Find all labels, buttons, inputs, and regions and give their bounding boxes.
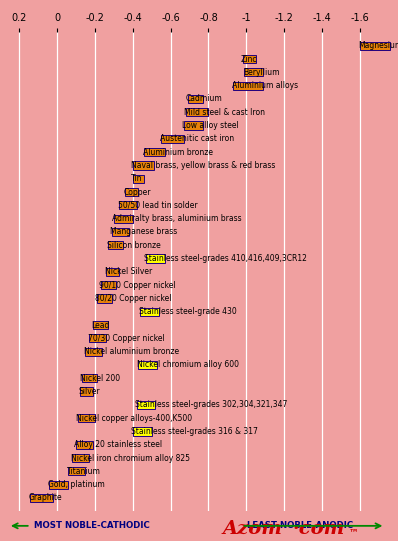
Text: Graphite: Graphite (29, 493, 62, 503)
Text: Alloy 20 stainless steel: Alloy 20 stainless steel (74, 440, 162, 449)
Bar (161, 135, 184, 143)
Bar (97, 294, 112, 302)
Text: MOST NOBLE-CATHODIC: MOST NOBLE-CATHODIC (34, 522, 150, 530)
Bar (68, 467, 86, 476)
Bar (137, 401, 156, 409)
Bar (101, 281, 116, 289)
Text: Manganese brass: Manganese brass (110, 227, 178, 236)
Text: Stainless steel-grades 410,416,409,3CR12: Stainless steel-grades 410,416,409,3CR12 (144, 254, 307, 263)
Bar (31, 494, 53, 502)
Text: Nickel Silver: Nickel Silver (105, 267, 152, 276)
Text: Nickel aluminium bronze: Nickel aluminium bronze (84, 347, 179, 356)
Bar (140, 308, 159, 316)
Text: Aluminium alloys: Aluminium alloys (232, 81, 298, 90)
Bar (86, 347, 102, 356)
Bar (139, 361, 157, 369)
Bar (82, 374, 97, 382)
Text: Magnesium: Magnesium (359, 41, 398, 50)
Bar (133, 161, 154, 169)
Bar (72, 454, 89, 462)
Bar (360, 42, 390, 50)
Text: Lead: Lead (92, 321, 110, 329)
Bar (80, 387, 93, 395)
Text: Low alloy steel: Low alloy steel (182, 121, 239, 130)
Text: Beryllium: Beryllium (243, 68, 279, 77)
Bar (78, 414, 95, 423)
Text: 80/20 Copper nickel: 80/20 Copper nickel (95, 294, 172, 303)
Bar (112, 228, 129, 236)
Bar (76, 440, 93, 449)
Text: Silicon bronze: Silicon bronze (107, 241, 160, 250)
Text: Nickel copper alloys-400,K500: Nickel copper alloys-400,K500 (76, 414, 192, 423)
Bar (233, 82, 263, 90)
Text: Tin: Tin (131, 174, 143, 183)
Bar (187, 95, 203, 103)
Text: Naval brass, yellow brass & red brass: Naval brass, yellow brass & red brass (131, 161, 275, 170)
Bar (186, 108, 209, 116)
Text: Nickel iron chromium alloy 825: Nickel iron chromium alloy 825 (70, 453, 189, 463)
Bar (242, 55, 256, 63)
Text: Nickel 200: Nickel 200 (80, 374, 120, 382)
Bar (184, 121, 203, 130)
Text: Nickel chromium alloy 600: Nickel chromium alloy 600 (137, 360, 239, 370)
Text: Aluminium bronze: Aluminium bronze (142, 148, 213, 157)
Bar (89, 334, 106, 342)
Text: Azom: Azom (223, 520, 283, 538)
Bar (144, 148, 165, 156)
Text: Mild steel & cast Iron: Mild steel & cast Iron (184, 108, 265, 117)
Text: LEAST NOBLE-ANODIC: LEAST NOBLE-ANODIC (247, 522, 353, 530)
Text: Zinc: Zinc (241, 55, 258, 63)
Bar (244, 68, 263, 76)
Text: 70/30 Copper nickel: 70/30 Copper nickel (88, 334, 164, 343)
Text: Stainless steel-grades 302,304,321,347: Stainless steel-grades 302,304,321,347 (135, 400, 287, 410)
Bar (146, 254, 165, 263)
Text: 50/50 lead tin solder: 50/50 lead tin solder (118, 201, 197, 210)
Bar (133, 175, 144, 183)
Text: Titanium: Titanium (67, 467, 101, 476)
Bar (114, 215, 133, 223)
Bar (133, 427, 152, 436)
Text: Austenitic cast iron: Austenitic cast iron (160, 134, 234, 143)
Text: ·com: ·com (293, 520, 345, 538)
Text: Admiralty brass, aluminium brass: Admiralty brass, aluminium brass (112, 214, 242, 223)
Text: Cadmium: Cadmium (186, 95, 223, 103)
Bar (108, 241, 123, 249)
Bar (49, 480, 68, 489)
Text: Stainless steel-grades 316 & 317: Stainless steel-grades 316 & 317 (131, 427, 258, 436)
Bar (119, 201, 137, 209)
Text: Copper: Copper (124, 188, 151, 196)
Text: 90/10 Copper nickel: 90/10 Copper nickel (99, 281, 176, 289)
Bar (106, 268, 119, 276)
Bar (125, 188, 139, 196)
Text: Stainless steel-grade 430: Stainless steel-grade 430 (139, 307, 236, 316)
Text: Silver: Silver (78, 387, 100, 396)
Text: Gold, platinum: Gold, platinum (48, 480, 105, 489)
Bar (93, 321, 108, 329)
Text: ™: ™ (348, 527, 358, 537)
